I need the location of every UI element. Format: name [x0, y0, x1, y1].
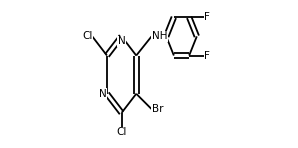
- Text: F: F: [204, 12, 210, 22]
- Text: F: F: [204, 50, 210, 61]
- Text: Cl: Cl: [117, 127, 127, 137]
- Text: N: N: [99, 89, 107, 99]
- Text: NH: NH: [152, 31, 167, 41]
- Text: Cl: Cl: [82, 31, 92, 41]
- Text: N: N: [118, 36, 125, 46]
- Text: Br: Br: [152, 104, 163, 114]
